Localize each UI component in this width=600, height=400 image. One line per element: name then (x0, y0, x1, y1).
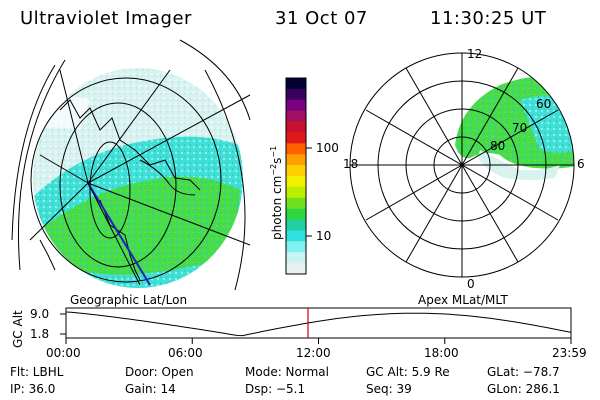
colorbar-segment (286, 230, 306, 242)
colorbar-segment (286, 121, 306, 133)
instrument-title: Ultraviolet Imager (20, 8, 192, 29)
mlt-label-18: 18 (343, 157, 359, 171)
geographic-map (33, 68, 243, 288)
status-door: Door: Open (125, 365, 194, 379)
status-filter: Flt: LBHL (10, 365, 64, 379)
colorbar-segment (286, 197, 306, 210)
colorbar-segment (286, 186, 306, 199)
colorbar-segment (286, 252, 306, 264)
timeline-xtick-1: 06:00 (168, 346, 203, 360)
colorbar-segment (286, 154, 306, 166)
status-glat: GLat: −78.7 (487, 365, 560, 379)
time-label: 11:30:25 UT (430, 8, 547, 29)
colorbar-segment (286, 143, 306, 155)
colorbar-segment (286, 165, 306, 177)
colorbar-segment (286, 208, 306, 221)
status-ip: IP: 36.0 (10, 382, 56, 396)
geographic-grid (11, 39, 251, 291)
timeline-xtick-3: 18:00 (424, 346, 459, 360)
status-mode: Mode: Normal (245, 365, 329, 379)
colorbar-segment (286, 219, 306, 231)
colorbar-segment (286, 78, 306, 90)
magnetic-polar-plot (349, 52, 575, 278)
colorbar-segment (286, 132, 306, 144)
status-gc-alt: GC Alt: 5.9 Re (366, 365, 450, 379)
colorbar-segment (286, 88, 306, 101)
status-gain: Gain: 14 (125, 382, 176, 396)
colorbar-tick-10: 10 (316, 229, 332, 243)
timeline-xtick-4: 23:59 (552, 346, 587, 360)
timeline-xtick-2: 12:00 (296, 346, 331, 360)
timeline-ytick-9: 9.0 (30, 307, 50, 321)
colorbar-segment (286, 99, 306, 112)
mlt-label-6: 6 (577, 157, 585, 171)
status-glon: GLon: 286.1 (487, 382, 560, 396)
mlt-label-12: 12 (467, 47, 483, 61)
mlat-label-60: 60 (536, 97, 552, 111)
mlat-label-70: 70 (512, 121, 528, 135)
color-scale-bar (286, 78, 306, 275)
geographic-caption: Geographic Lat/Lon (70, 293, 188, 307)
status-seq: Seq: 39 (366, 382, 412, 396)
colorbar-segment (286, 241, 306, 253)
altitude-timeline (60, 307, 572, 344)
colorbar-segment (286, 176, 306, 188)
mlt-label-0: 0 (467, 277, 475, 291)
timeline-xtick-0: 00:00 (46, 346, 81, 360)
colorbar-tick-100: 100 (316, 141, 339, 155)
meridian-line-blue (87, 182, 151, 286)
colorbar-unit-label: photon cm−2s−1 (269, 145, 284, 240)
status-dsp: Dsp: −5.1 (245, 382, 306, 396)
mlat-label-80: 80 (490, 139, 506, 153)
timeline-ylabel: GC Alt (11, 310, 25, 348)
colorbar-segment (286, 110, 306, 123)
date-label: 31 Oct 07 (275, 8, 368, 29)
timeline-ytick-1.8: 1.8 (30, 327, 50, 341)
apex-caption: Apex MLat/MLT (418, 293, 508, 307)
colorbar-segment (286, 263, 306, 275)
